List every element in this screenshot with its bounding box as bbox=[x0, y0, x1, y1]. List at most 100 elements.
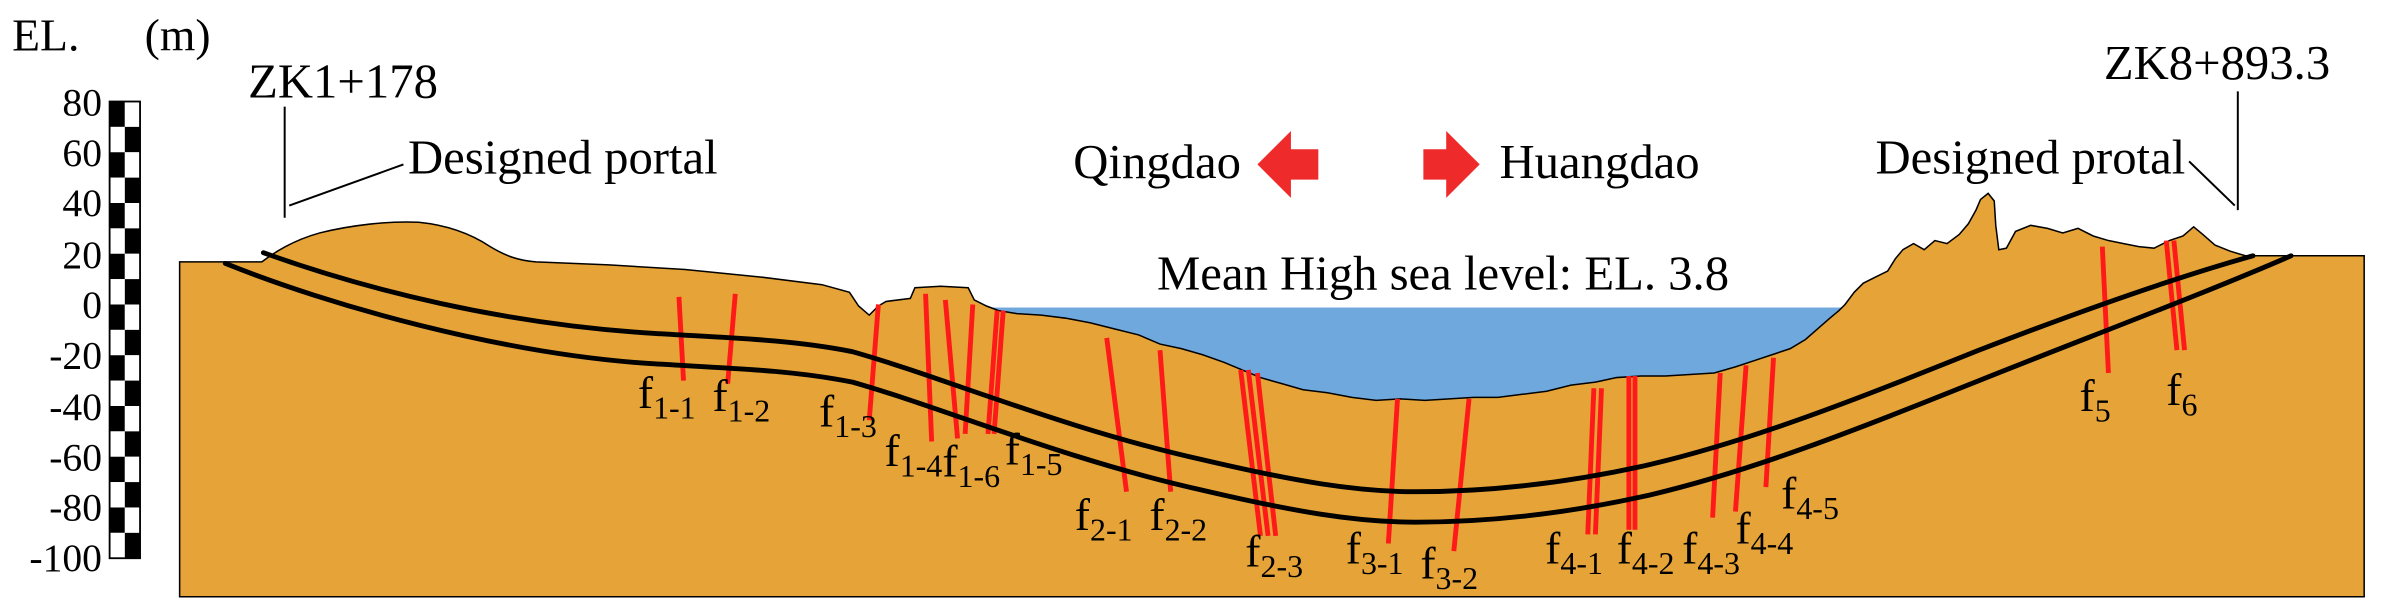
scale-bar-segment bbox=[124, 329, 141, 356]
scale-bar-segment bbox=[124, 177, 141, 204]
arrow-right-icon bbox=[1423, 130, 1480, 198]
fault-label-f1-4: f1-4 bbox=[884, 425, 942, 484]
scale-bar-segment bbox=[109, 228, 125, 254]
fault-label-subscript: 4-5 bbox=[1796, 491, 1839, 526]
fault-line bbox=[1585, 388, 1597, 535]
scale-bar-outline bbox=[108, 100, 141, 560]
fault-label-letter: f bbox=[1617, 522, 1633, 573]
left-portal-station: ZK1+178 bbox=[248, 54, 438, 108]
fault-label-f1-3: f1-3 bbox=[819, 385, 877, 444]
fault-label-subscript: 1-1 bbox=[653, 391, 696, 426]
fault-label-f3-2: f3-2 bbox=[1420, 538, 1478, 597]
scale-bar-segment bbox=[109, 279, 125, 305]
scale-bar-segment bbox=[124, 507, 141, 533]
fault-label-f2-1: f2-1 bbox=[1075, 489, 1133, 548]
fault-label-letter: f bbox=[942, 436, 958, 487]
scale-bar-segment bbox=[124, 456, 141, 483]
fault-label-f4-5: f4-5 bbox=[1781, 467, 1839, 526]
elevation-scale-bar bbox=[108, 100, 141, 560]
scale-bar-segment bbox=[109, 253, 125, 280]
fault-label-letter: f bbox=[1420, 538, 1436, 589]
scale-bar-segment bbox=[124, 101, 141, 127]
scale-bar-segment bbox=[109, 507, 125, 533]
scale-bar-segment bbox=[124, 355, 141, 381]
scale-bar-segment bbox=[109, 126, 125, 153]
fault-label-letter: f bbox=[638, 367, 654, 418]
fault-line bbox=[1157, 349, 1174, 492]
fault-label-subscript: 3-2 bbox=[1436, 561, 1479, 596]
fault-label-subscript: 2-2 bbox=[1165, 512, 1208, 547]
scale-bar-segment bbox=[124, 431, 141, 457]
scale-bar-segment bbox=[109, 203, 125, 229]
left-portal-label: Designed portal bbox=[408, 131, 718, 185]
fault-label-letter: f bbox=[819, 385, 835, 436]
fault-label-subscript: 4-3 bbox=[1697, 546, 1740, 581]
scale-tick-label: -100 bbox=[29, 536, 102, 580]
fault-label-f3-1: f3-1 bbox=[1346, 522, 1404, 581]
fault-line bbox=[985, 310, 1000, 435]
fault-line bbox=[2163, 240, 2180, 351]
fault-label-letter: f bbox=[1075, 489, 1091, 540]
fault-label-subscript: 4-4 bbox=[1751, 526, 1794, 561]
fault-label-f2-3: f2-3 bbox=[1245, 525, 1303, 584]
scale-bar-segment bbox=[124, 253, 141, 280]
fault-line bbox=[1592, 388, 1604, 535]
scale-bar-segment bbox=[124, 203, 141, 229]
fault-line bbox=[1451, 398, 1472, 552]
scale-bar-segment bbox=[124, 405, 141, 432]
fault-label-letter: f bbox=[1245, 525, 1261, 576]
fault-label-letter: f bbox=[1005, 423, 1021, 474]
fault-label-f4-3: f4-3 bbox=[1682, 522, 1740, 581]
fault-label-letter: f bbox=[884, 425, 900, 476]
scale-bar-segment bbox=[124, 304, 141, 330]
scale-bar-segment bbox=[124, 279, 141, 305]
scale-bar-segment bbox=[124, 380, 141, 406]
fault-label-letter: f bbox=[2166, 364, 2182, 415]
fault-label-subscript: 2-1 bbox=[1090, 512, 1133, 547]
fault-line bbox=[962, 304, 976, 435]
fault-label-f5: f5 bbox=[2079, 370, 2110, 429]
arrow-left-icon bbox=[1257, 130, 1319, 198]
scale-bar-segment bbox=[124, 482, 141, 508]
scale-tick-label: 60 bbox=[62, 131, 102, 175]
scale-bar-segment bbox=[109, 355, 125, 381]
scale-bar-segment bbox=[109, 152, 125, 178]
fault-label-subscript: 6 bbox=[2181, 388, 2197, 423]
fault-line bbox=[1245, 369, 1271, 537]
fault-line bbox=[923, 293, 935, 442]
fault-line bbox=[2099, 246, 2111, 374]
left-portal-leader-line bbox=[288, 163, 404, 207]
fault-label-subscript: 1-6 bbox=[958, 459, 1001, 494]
fault-line bbox=[866, 304, 881, 421]
scale-bar-segment bbox=[109, 456, 125, 483]
scale-tick-labels: 80 60 40 20 0 -20 -40 -60 -80 -100 bbox=[29, 81, 102, 580]
fault-label-letter: f bbox=[1682, 522, 1698, 573]
elevation-axis-unit: (m) bbox=[145, 9, 211, 60]
fault-label-f1-6: f1-6 bbox=[942, 436, 1000, 495]
fault-label-subscript: 5 bbox=[2095, 394, 2111, 429]
fault-label-f2-2: f2-2 bbox=[1149, 489, 1207, 548]
scale-tick-label: 0 bbox=[82, 283, 102, 327]
right-portal-station: ZK8+893.3 bbox=[2104, 36, 2330, 90]
ground-profile bbox=[178, 192, 2365, 598]
fault-label-subscript: 2-3 bbox=[1260, 549, 1303, 584]
fault-line bbox=[1763, 357, 1776, 488]
scale-bar-segment bbox=[109, 431, 125, 457]
fault-label-subscript: 1-5 bbox=[1020, 447, 1063, 482]
right-portal-label: Designed protal bbox=[1876, 131, 2186, 185]
fault-label-f1-2: f1-2 bbox=[712, 370, 770, 429]
elevation-axis-label: EL. bbox=[12, 9, 79, 60]
scale-bar-segment bbox=[109, 380, 125, 406]
fault-label-letter: f bbox=[1781, 467, 1797, 518]
fault-line bbox=[1238, 369, 1263, 537]
fault-label-letter: f bbox=[1346, 522, 1362, 573]
scale-bar-segment bbox=[109, 177, 125, 204]
fault-line bbox=[2171, 240, 2187, 351]
fault-line bbox=[1255, 372, 1279, 537]
fault-label-f4-4: f4-4 bbox=[1735, 502, 1793, 561]
scale-tick-label: 80 bbox=[62, 81, 102, 125]
scale-tick-label: 20 bbox=[62, 233, 102, 277]
scale-bar-segment bbox=[109, 101, 125, 127]
scale-bar-segment bbox=[124, 126, 141, 153]
